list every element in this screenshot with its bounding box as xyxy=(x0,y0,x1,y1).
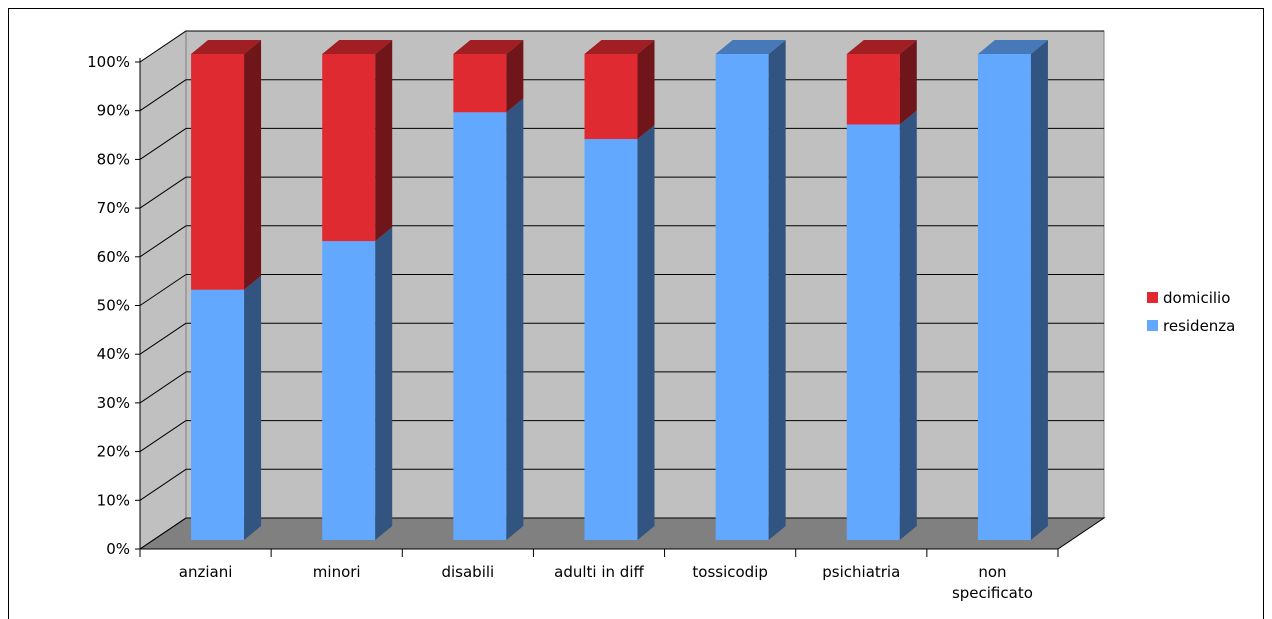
y-tick-label: 10% xyxy=(97,491,130,509)
y-tick-label: 0% xyxy=(106,540,130,558)
y-tick-label: 30% xyxy=(97,394,130,412)
gridline-side xyxy=(139,517,187,550)
bar-top-domicilio xyxy=(846,40,917,54)
bar-segment-residenza xyxy=(322,241,376,541)
bar-stack xyxy=(977,40,1048,540)
bar-segment-domicilio xyxy=(322,54,376,242)
gridline-side xyxy=(139,274,187,306)
bar-segment-residenza xyxy=(846,124,900,540)
x-category-label: anziani xyxy=(179,563,233,581)
legend-label: residenza xyxy=(1163,317,1235,335)
legend-item-domicilio: domicilio xyxy=(1147,289,1230,307)
gridline-side xyxy=(139,322,187,355)
bar-side-residenza xyxy=(506,98,524,540)
bar-side-domicilio xyxy=(244,40,262,290)
x-category-label: adulti in diff xyxy=(554,563,644,581)
y-tick-label: 40% xyxy=(97,345,130,363)
gridline-side xyxy=(139,30,187,63)
bar-segment-residenza xyxy=(977,54,1031,540)
legend-item-residenza: residenza xyxy=(1147,317,1235,335)
bar-top-domicilio xyxy=(191,40,262,54)
y-tick-label: 60% xyxy=(97,248,130,266)
axes xyxy=(135,58,1059,557)
bar-side-residenza xyxy=(637,125,655,541)
bar-stack xyxy=(453,40,524,540)
bar-segment-residenza xyxy=(584,139,638,541)
x-category-label: disabili xyxy=(441,563,494,581)
y-tick-label: 100% xyxy=(87,53,130,71)
x-category-label: non specificato xyxy=(952,563,1033,602)
bar-stack xyxy=(715,40,786,540)
bar-segment-residenza xyxy=(191,289,245,540)
bar-side-residenza xyxy=(1030,40,1048,540)
x-category-label: psichiatria xyxy=(822,563,900,581)
bar-top-domicilio xyxy=(322,40,393,54)
gridline-side xyxy=(139,176,187,209)
x-axis-category-labels: anziani minori disabili adulti in diff tossi… xyxy=(179,563,1033,602)
bar-stack xyxy=(322,40,393,541)
gridline-side xyxy=(139,79,187,112)
bar-top-domicilio xyxy=(453,40,524,54)
bar-stack xyxy=(846,40,917,540)
legend-swatch xyxy=(1147,320,1158,331)
bar-side-residenza xyxy=(375,227,393,541)
bar-side-domicilio xyxy=(899,40,917,125)
x-category-label: tossicodip xyxy=(692,563,768,581)
bar-top-residenza xyxy=(715,40,786,54)
bar-segment-domicilio xyxy=(191,54,245,290)
x-category-label: minori xyxy=(313,563,361,581)
bar-side-domicilio xyxy=(506,40,524,113)
legend: domicilio residenza xyxy=(1147,289,1235,335)
bar-side-residenza xyxy=(899,110,917,540)
y-tick-label: 50% xyxy=(97,297,130,315)
bar-side-domicilio xyxy=(637,40,655,140)
bar-top-domicilio xyxy=(584,40,655,54)
bar-top-residenza xyxy=(977,40,1048,54)
y-tick-label: 80% xyxy=(97,150,130,168)
bar-segment-residenza xyxy=(453,112,507,540)
legend-swatch xyxy=(1147,292,1158,303)
gridline-side xyxy=(139,468,187,501)
bar-side-domicilio xyxy=(375,40,393,242)
bar-segment-domicilio xyxy=(453,54,507,113)
bars-group xyxy=(191,40,1048,541)
gridline-side xyxy=(139,420,187,453)
chart-frame xyxy=(8,8,1264,619)
bar-side-residenza xyxy=(768,40,786,540)
bar-stack xyxy=(191,40,262,540)
y-tick-label: 20% xyxy=(97,443,130,461)
bar-segment-domicilio xyxy=(846,54,900,125)
legend-label: domicilio xyxy=(1163,289,1230,307)
bar-stack xyxy=(584,40,655,541)
y-tick-label: 90% xyxy=(97,102,130,120)
bar-side-residenza xyxy=(244,275,262,540)
y-axis-tick-labels: 0% 10% 20% 30% 40% 50% 60% 70% 80% 90% 100% xyxy=(87,53,130,558)
y-tick-label: 70% xyxy=(97,199,130,217)
bar-segment-domicilio xyxy=(584,54,638,140)
gridline-side xyxy=(139,371,187,404)
gridline-side xyxy=(139,127,187,160)
gridline-side xyxy=(139,225,187,258)
bar-segment-residenza xyxy=(715,54,769,540)
